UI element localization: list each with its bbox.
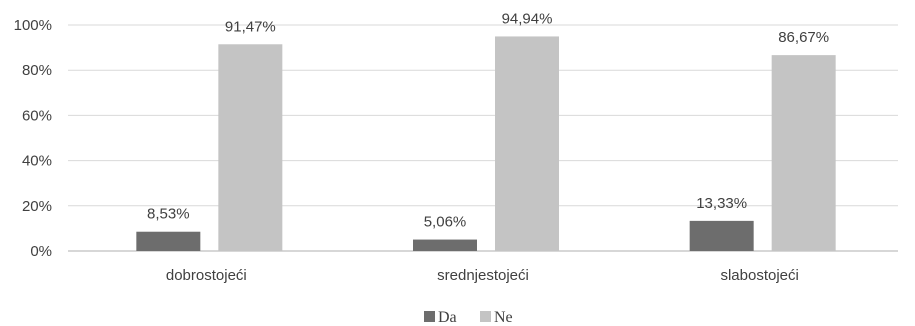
- legend-label-da: Da: [438, 309, 457, 326]
- data-label: 91,47%: [225, 18, 276, 35]
- data-labels: 8,53% 91,47% 5,06% 94,94% 13,33% 86,67%: [147, 10, 829, 230]
- category-label: srednjestojeći: [437, 267, 529, 284]
- y-tick-label: 0%: [30, 243, 52, 260]
- y-tick-label: 20%: [22, 198, 52, 215]
- bar-ne: [495, 36, 559, 251]
- data-label: 8,53%: [147, 206, 190, 223]
- legend-label-ne: Ne: [494, 309, 513, 326]
- bar-da: [136, 231, 201, 251]
- y-tick-label: 60%: [22, 107, 52, 124]
- bar-ne: [771, 55, 836, 252]
- data-label: 94,94%: [502, 10, 553, 27]
- x-axis: dobrostojeći srednjestojeći slabostojeći: [166, 267, 799, 284]
- category-label: dobrostojeći: [166, 267, 247, 284]
- y-axis: 0% 20% 40% 60% 80% 100%: [14, 17, 52, 260]
- y-tick-label: 40%: [22, 153, 52, 170]
- bar-da: [689, 220, 754, 251]
- legend-swatch-ne: [480, 311, 491, 322]
- bar-ne: [218, 44, 283, 251]
- bar-da: [413, 239, 477, 251]
- data-label: 13,33%: [696, 195, 747, 212]
- data-label: 86,67%: [778, 29, 829, 46]
- legend: Da Ne: [424, 309, 513, 326]
- legend-swatch-da: [424, 311, 435, 322]
- y-tick-label: 100%: [14, 17, 52, 34]
- data-label: 5,06%: [424, 214, 467, 231]
- category-label: slabostojeći: [720, 267, 798, 284]
- gridlines: [68, 24, 898, 252]
- y-tick-label: 80%: [22, 62, 52, 79]
- bars: [136, 36, 836, 252]
